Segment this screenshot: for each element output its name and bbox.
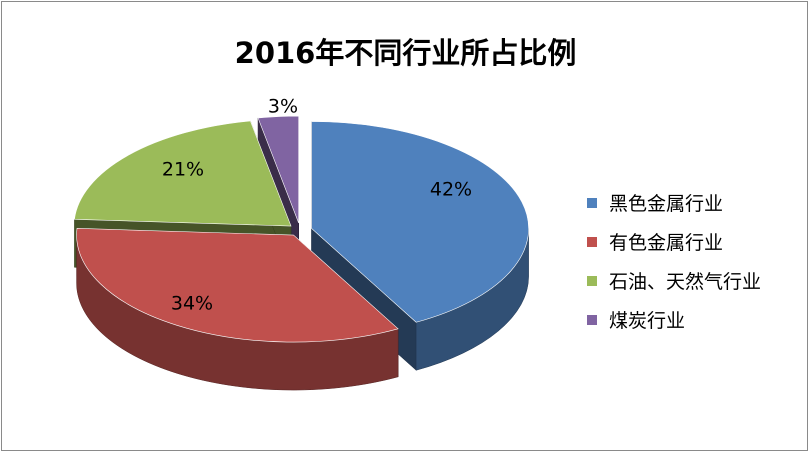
data-label-ferrous: 42% (430, 179, 472, 201)
slice-ferrous (311, 121, 529, 323)
data-label-nonferrous: 34% (171, 293, 213, 315)
legend-swatch-ferrous (587, 197, 597, 208)
data-label-oil-gas: 21% (162, 159, 204, 181)
legend-label-nonferrous: 有色金属行业 (609, 232, 724, 254)
legend-item-ferrous: 黑色金属行业 (587, 183, 761, 222)
slice-coal (257, 115, 299, 224)
slice-oil-gas (74, 120, 292, 227)
legend-label-oil-gas: 石油、天然气行业 (609, 271, 762, 293)
legend-swatch-coal (587, 314, 597, 325)
legend-item-coal: 煤炭行业 (587, 300, 761, 339)
legend-label-coal: 煤炭行业 (609, 310, 686, 332)
legend-item-oil-gas: 石油、天然气行业 (587, 261, 761, 300)
legend: 黑色金属行业 有色金属行业 石油、天然气行业 煤炭行业 (587, 183, 761, 339)
chart-title: 2016年不同行业所占比例 (234, 36, 577, 70)
legend-label-ferrous: 黑色金属行业 (609, 193, 724, 215)
legend-item-nonferrous: 有色金属行业 (587, 222, 761, 261)
legend-swatch-oil-gas (587, 275, 597, 286)
legend-swatch-nonferrous (587, 236, 597, 247)
pie-tops (74, 115, 529, 343)
slice-nonferrous (76, 228, 399, 343)
data-label-coal: 3% (268, 96, 298, 118)
